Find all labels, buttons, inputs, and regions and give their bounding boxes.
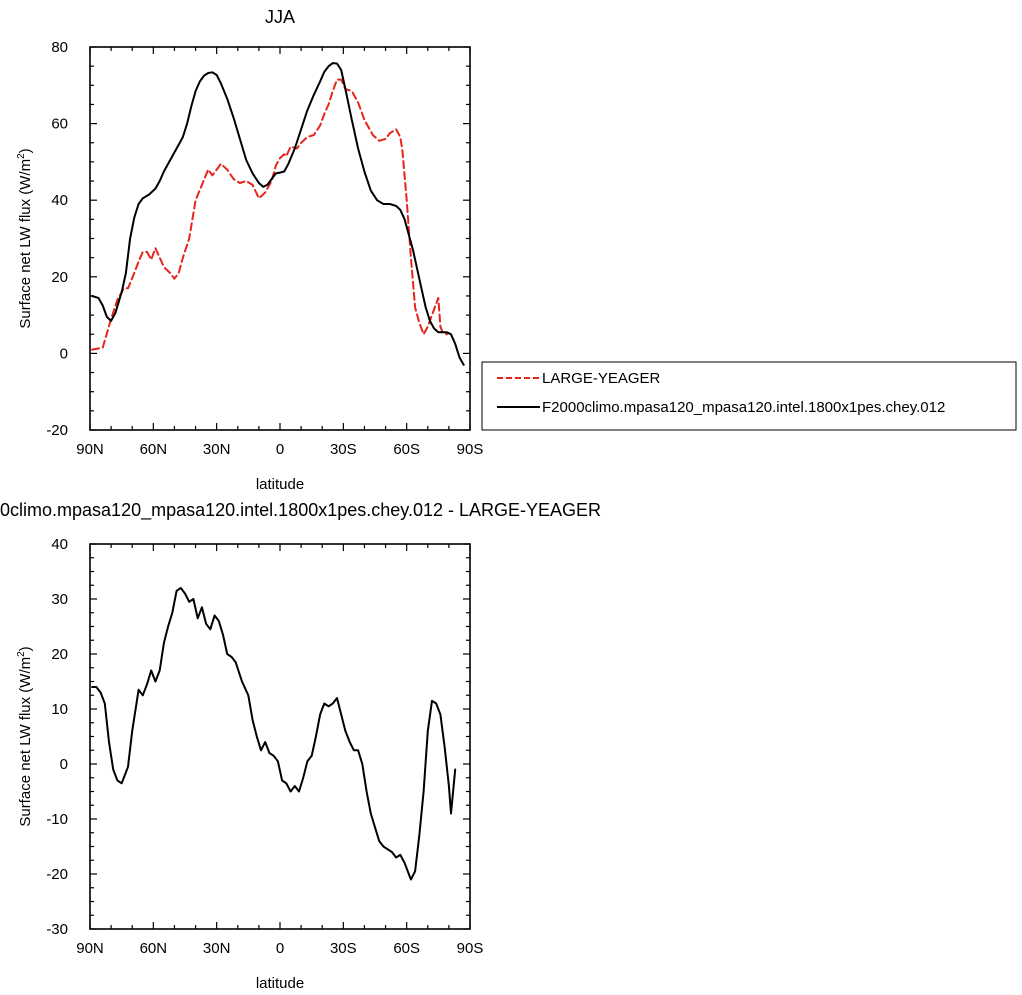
top-x-tick-label: 60N [140,441,168,458]
bottom-chart-title: F2000climo.mpasa120_mpasa120.intel.1800x… [0,500,601,521]
bottom-x-tick-label: 90N [76,940,104,957]
bottom-x-tick-label: 60S [393,940,420,957]
bottom-plot-frame [89,543,471,930]
bottom-y-tick-label: 30 [51,591,68,608]
bottom-y-tick-label: -30 [46,921,68,938]
legend: LARGE-YEAGER F2000climo.mpasa120_mpasa12… [481,361,1017,431]
top-chart-title: JJA [265,7,295,27]
bottom-y-axis-label: Surface net LW flux (W/m2) [16,646,34,826]
bottom-y-tick-label: 0 [60,756,68,773]
top-x-tick-label: 30N [203,441,231,458]
bottom-x-tick-label: 30S [330,940,357,957]
top-series-line-large-yeager [91,78,448,351]
bottom-x-tick-label: 0 [276,940,284,957]
top-y-tick-label: 80 [51,39,68,56]
top-series-line-f2000climo-mpasa120-mpas [91,62,465,366]
top-y-tick-label: 40 [51,192,68,209]
bottom-y-tick-label: 40 [51,536,68,553]
top-plot-frame [89,46,471,431]
top-y-tick-label: 20 [51,269,68,286]
top-x-tick-label: 0 [276,441,284,458]
bottom-y-tick-label: -10 [46,811,68,828]
bottom-panel: F2000climo.mpasa120_mpasa120.intel.1800x… [0,500,601,992]
legend-box [481,361,1017,431]
top-x-axis-label: latitude [256,476,304,493]
legend-label-large-yeager: LARGE-YEAGER [542,370,661,387]
bottom-x-tick-label: 60N [140,940,168,957]
legend-label-f2000climo: F2000climo.mpasa120_mpasa120.intel.1800x… [542,399,945,416]
bottom-y-tick-label: 20 [51,646,68,663]
top-y-axis-label: Surface net LW flux (W/m2) [16,148,34,328]
top-x-tick-label: 90S [457,441,484,458]
top-y-tick-label: -20 [46,422,68,439]
bottom-y-tick-label: 10 [51,701,68,718]
bottom-x-tick-label: 30N [203,940,231,957]
top-x-tick-label: 90N [76,441,104,458]
top-y-tick-label: 0 [60,345,68,362]
bottom-series-line-difference [91,587,457,881]
bottom-x-tick-label: 90S [457,940,484,957]
top-y-tick-label: 60 [51,116,68,133]
bottom-x-axis-label: latitude [256,975,304,992]
top-x-tick-label: 60S [393,441,420,458]
top-x-tick-label: 30S [330,441,357,458]
bottom-y-tick-label: -20 [46,866,68,883]
top-panel: JJA 90N 60N 30N 0 30S 60S 90S -20 0 20 40 60 80 lati… [16,7,483,493]
